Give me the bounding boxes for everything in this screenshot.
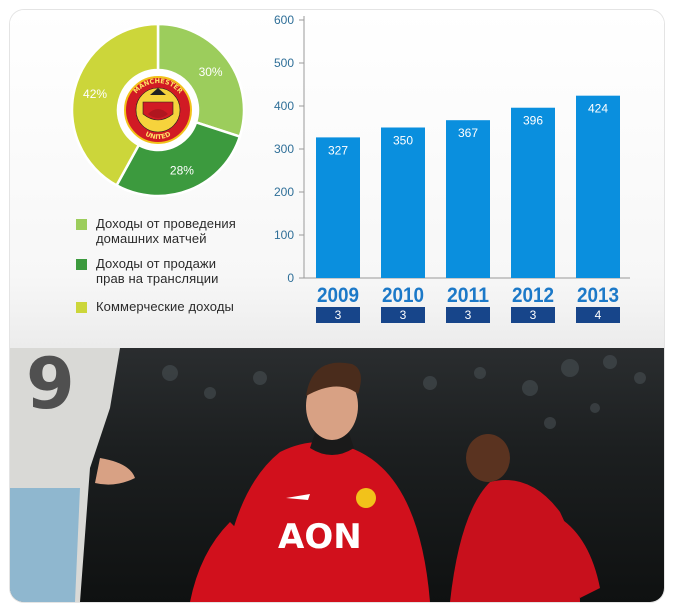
count-badge-label: 3 xyxy=(335,308,342,322)
y-tick-label: 100 xyxy=(274,228,294,242)
bar-2011 xyxy=(446,120,490,278)
x-category-label: 2013 xyxy=(577,284,619,307)
pie-value-label: 30% xyxy=(199,65,223,79)
bar-value-label: 424 xyxy=(588,102,608,116)
legend-item-commercial: Коммерческие доходы xyxy=(76,299,234,314)
count-badge-label: 3 xyxy=(465,308,472,322)
pie-value-label: 28% xyxy=(170,163,194,177)
crest-bottom-text: UNITED xyxy=(144,130,173,141)
bar-2009 xyxy=(316,137,360,278)
legend-label-broadcasting: Доходы от продажи прав на трансляции xyxy=(96,256,219,286)
legend-swatch-commercial xyxy=(76,302,87,313)
bar-value-label: 367 xyxy=(458,126,478,140)
bar-value-label: 396 xyxy=(523,114,543,128)
players-celebration-photo: 9 AON xyxy=(10,348,664,602)
infographic-card: 30% 28% 42% MANCHESTER UNITED Доходы от пр… xyxy=(10,10,664,602)
bar-value-label: 350 xyxy=(393,134,413,148)
bar-2012 xyxy=(511,107,555,278)
player-number-text: 9 xyxy=(26,348,75,425)
x-category-label: 2010 xyxy=(382,284,424,307)
x-category-label: 2012 xyxy=(512,284,554,307)
count-badge xyxy=(576,307,620,323)
count-badge xyxy=(381,307,425,323)
bar-value-label: 327 xyxy=(328,143,348,157)
x-category-label: 2011 xyxy=(447,284,489,307)
legend-swatch-matchday xyxy=(76,219,87,230)
count-badge-label: 3 xyxy=(400,308,407,322)
y-tick-label: 200 xyxy=(274,185,294,199)
sponsor-text: AON xyxy=(278,517,362,557)
legend-swatch-broadcasting xyxy=(76,259,87,270)
legend-item-matchday: Доходы от проведения домашних матчей xyxy=(76,216,236,246)
y-tick-label: 600 xyxy=(274,13,294,27)
revenue-donut-chart: 30% 28% 42% MANCHESTER UNITED xyxy=(70,22,246,198)
bar-2013 xyxy=(576,95,620,279)
y-tick-label: 400 xyxy=(274,99,294,113)
club-crest-logo: MANCHESTER UNITED xyxy=(118,70,198,150)
count-badge-label: 4 xyxy=(595,308,602,322)
y-tick-label: 0 xyxy=(287,271,294,285)
count-badge xyxy=(446,307,490,323)
y-tick-label: 500 xyxy=(274,56,294,70)
bar-2010 xyxy=(381,127,425,278)
legend-item-broadcasting: Доходы от продажи прав на трансляции xyxy=(76,256,219,286)
count-badge-label: 3 xyxy=(530,308,537,322)
legend-label-commercial: Коммерческие доходы xyxy=(96,299,234,314)
count-badge xyxy=(316,307,360,323)
count-badge xyxy=(511,307,555,323)
y-tick-label: 300 xyxy=(274,142,294,156)
x-category-label: 2009 xyxy=(317,284,359,307)
legend-label-matchday: Доходы от проведения домашних матчей xyxy=(96,216,236,246)
pie-value-label: 42% xyxy=(83,87,107,101)
